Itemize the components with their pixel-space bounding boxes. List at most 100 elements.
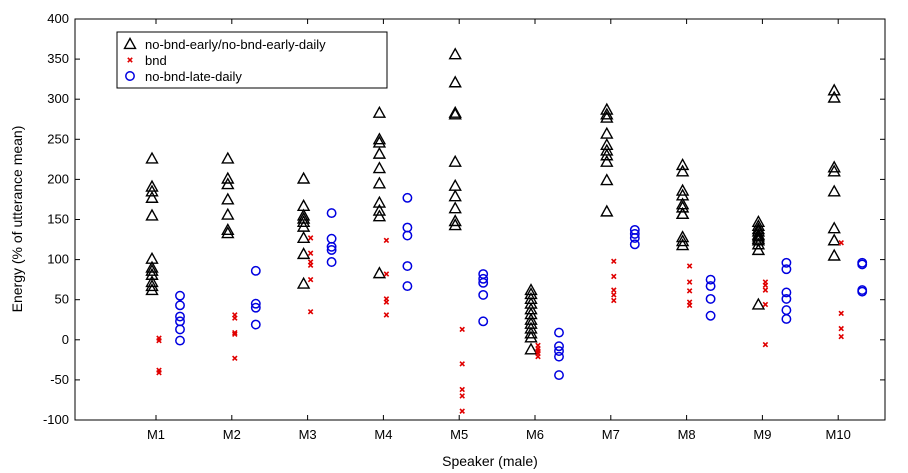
circle-point bbox=[175, 300, 185, 311]
triangle-point bbox=[221, 151, 235, 164]
circle-point bbox=[402, 230, 413, 241]
triangle-point bbox=[372, 132, 387, 145]
x-axis-label: Speaker (male) bbox=[442, 453, 538, 469]
triangle-point bbox=[145, 151, 159, 164]
triangle-point bbox=[827, 160, 841, 173]
triangle-point bbox=[448, 189, 462, 202]
y-tick-label: 250 bbox=[47, 131, 69, 146]
triangle-point bbox=[675, 230, 690, 243]
legend-marker-circle bbox=[125, 71, 135, 81]
triangle-point bbox=[600, 154, 614, 167]
triangle-point bbox=[145, 260, 159, 273]
x-point bbox=[307, 250, 314, 256]
triangle-point bbox=[827, 233, 841, 246]
x-point bbox=[611, 287, 617, 293]
triangle-point bbox=[675, 200, 690, 213]
circle-point bbox=[554, 327, 564, 338]
y-tick-label: 200 bbox=[47, 171, 69, 186]
x-point bbox=[383, 299, 390, 305]
x-tick-label: M9 bbox=[753, 427, 771, 442]
triangle-point bbox=[372, 195, 387, 208]
x-point bbox=[686, 263, 693, 269]
triangle-point bbox=[448, 214, 462, 227]
x-point bbox=[762, 287, 769, 293]
x-point bbox=[686, 288, 693, 294]
y-tick-label: -100 bbox=[43, 412, 69, 427]
triangle-point bbox=[827, 164, 841, 177]
circle-point bbox=[478, 277, 489, 288]
x-point bbox=[383, 312, 390, 318]
circle-point bbox=[554, 351, 564, 362]
circle-point bbox=[629, 239, 640, 250]
triangle-point bbox=[448, 107, 462, 120]
triangle-point bbox=[827, 221, 841, 234]
triangle-point bbox=[675, 164, 690, 177]
triangle-point bbox=[145, 279, 159, 292]
triangle-point bbox=[448, 218, 462, 231]
circle-point bbox=[175, 335, 185, 346]
triangle-point bbox=[372, 266, 387, 279]
x-point bbox=[762, 301, 769, 308]
x-tick-label: M10 bbox=[826, 427, 851, 442]
triangle-point bbox=[448, 47, 462, 60]
x-point bbox=[232, 355, 238, 362]
triangle-point bbox=[827, 184, 841, 197]
triangle-point bbox=[372, 105, 387, 118]
triangle-point bbox=[751, 297, 766, 310]
x-point bbox=[459, 326, 465, 333]
x-point bbox=[307, 262, 314, 268]
x-point bbox=[838, 310, 844, 317]
x-point bbox=[611, 258, 617, 264]
triangle-point bbox=[600, 204, 614, 217]
circle-point bbox=[326, 245, 337, 255]
triangle-point bbox=[296, 276, 311, 289]
circle-point bbox=[175, 311, 185, 322]
triangle-point bbox=[524, 342, 538, 355]
triangle-point bbox=[145, 283, 159, 296]
y-tick-label: 0 bbox=[62, 332, 69, 347]
circle-point bbox=[175, 290, 185, 301]
triangle-point bbox=[145, 190, 159, 203]
y-axis-label: Energy (% of utterance mean) bbox=[9, 126, 25, 313]
circle-point bbox=[554, 346, 564, 356]
x-point bbox=[838, 333, 844, 340]
circle-point bbox=[402, 192, 413, 203]
legend-marker-x bbox=[127, 57, 133, 63]
circle-point bbox=[705, 274, 716, 285]
x-point bbox=[383, 271, 390, 277]
triangle-point bbox=[372, 161, 387, 174]
x-point bbox=[156, 337, 162, 344]
triangle-point bbox=[372, 176, 387, 189]
triangle-point bbox=[296, 231, 311, 244]
y-tick-label: 300 bbox=[47, 91, 69, 106]
triangle-point bbox=[675, 206, 690, 219]
triangle-point bbox=[448, 105, 462, 118]
circle-point bbox=[857, 286, 868, 297]
triangle-point bbox=[296, 214, 311, 228]
circle-point bbox=[250, 298, 261, 309]
circle-point bbox=[478, 273, 489, 284]
circle-point bbox=[326, 241, 337, 252]
triangle-point bbox=[827, 83, 841, 96]
legend-label-triangle: no-bnd-early/no-bnd-early-daily bbox=[145, 37, 326, 52]
circle-point bbox=[781, 287, 792, 298]
triangle-point bbox=[524, 326, 538, 339]
circle-point bbox=[250, 302, 261, 313]
triangle-point bbox=[221, 226, 235, 239]
x-point bbox=[232, 315, 238, 321]
circle-point bbox=[781, 313, 792, 324]
y-tick-label: 150 bbox=[47, 212, 69, 227]
x-point bbox=[459, 408, 465, 414]
triangle-point bbox=[600, 148, 614, 161]
x-point bbox=[535, 353, 541, 360]
triangle-point bbox=[827, 90, 841, 103]
x-point bbox=[762, 282, 769, 289]
circle-point bbox=[781, 264, 792, 275]
y-tick-label: 50 bbox=[55, 292, 69, 307]
x-point bbox=[838, 239, 844, 246]
triangle-point bbox=[675, 238, 690, 251]
data-points bbox=[145, 47, 868, 414]
legend-box bbox=[116, 31, 388, 89]
x-point bbox=[307, 276, 314, 283]
triangle-point bbox=[751, 229, 766, 242]
